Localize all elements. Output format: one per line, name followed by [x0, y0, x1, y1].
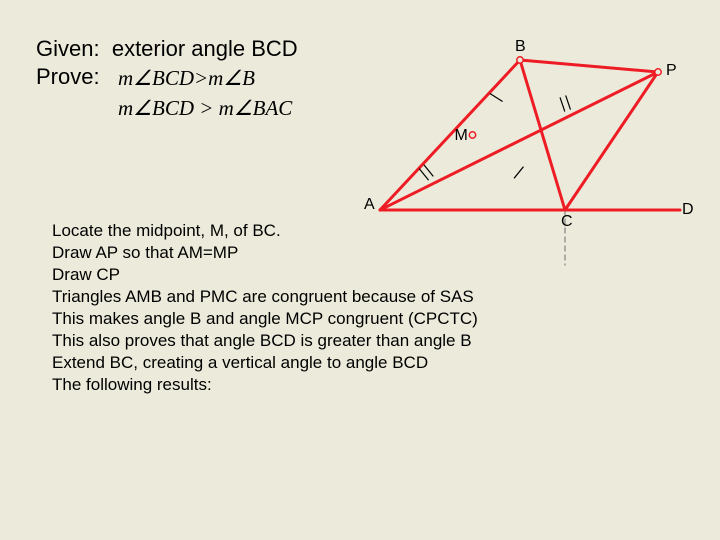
given-line: Given: exterior angle BCD [36, 36, 298, 62]
vertex-label-b: B [515, 38, 526, 56]
vertex-label-d: D [682, 201, 694, 219]
vertex-label-a: A [364, 196, 375, 214]
proof-line: Draw AP so that AM=MP [52, 242, 612, 264]
proof-text: Locate the midpoint, M, of BC.Draw AP so… [52, 220, 612, 396]
proof-line: Extend BC, creating a vertical angle to … [52, 352, 612, 374]
proof-line: Triangles AMB and PMC are congruent beca… [52, 286, 612, 308]
prove-label: Prove: [36, 64, 100, 90]
vertex-label-p: P [666, 62, 677, 80]
proof-line: This makes angle B and angle MCP congrue… [52, 308, 612, 330]
prove-expression-2: m∠BCD > m∠BAC [118, 96, 292, 121]
proof-line: The following results: [52, 374, 612, 396]
proof-line: This also proves that angle BCD is great… [52, 330, 612, 352]
vertex-label-m: M [455, 127, 468, 145]
prove-expression-1: m∠BCD>m∠B [118, 66, 255, 91]
slide: Given: exterior angle BCD Prove: m∠BCD>m… [0, 0, 720, 540]
given-value: exterior angle BCD [112, 36, 298, 61]
proof-line: Draw CP [52, 264, 612, 286]
geometry-diagram: A B C D M P [360, 40, 700, 240]
proof-line: Locate the midpoint, M, of BC. [52, 220, 612, 242]
given-label: Given: [36, 36, 100, 61]
